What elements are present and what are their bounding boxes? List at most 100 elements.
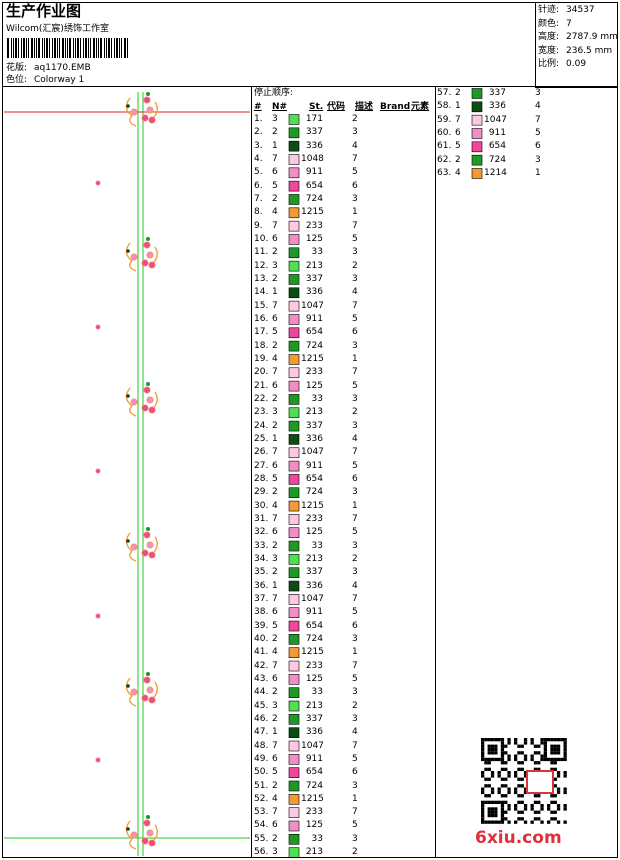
qr-module: [563, 807, 567, 811]
element: 1: [352, 353, 358, 364]
leaf: [146, 237, 150, 241]
element: 3: [352, 687, 358, 698]
qr-module: [504, 744, 508, 748]
color-code: 336: [305, 433, 323, 444]
color-swatch: [288, 247, 300, 259]
qr-module: [547, 820, 551, 824]
stat-label: 针迹:: [538, 5, 560, 15]
element: 5: [352, 753, 358, 764]
qr-module: [543, 747, 547, 752]
needle: 6: [272, 380, 278, 391]
qr-module: [497, 800, 501, 804]
qr-module: [490, 787, 495, 791]
color-swatch: [288, 620, 300, 632]
barcode-bar: [83, 38, 84, 58]
qr-module: [533, 794, 538, 798]
qr-module: [533, 744, 538, 748]
qr-module: [490, 800, 495, 804]
element: 6: [352, 327, 358, 338]
element: 1: [352, 207, 358, 218]
color-swatch: [288, 234, 300, 245]
stop-number: 43.: [254, 673, 269, 684]
qr-module: [533, 761, 538, 765]
stop-number: 29.: [254, 487, 269, 498]
qr-module: [497, 820, 501, 824]
color-code: 125: [305, 527, 323, 538]
needle: 1: [272, 727, 278, 738]
element: 4: [535, 101, 541, 112]
qr-module: [550, 747, 554, 752]
stop-number: 3.: [254, 140, 263, 151]
qr-module: [553, 784, 557, 788]
color-code: 724: [305, 633, 323, 644]
element: 3: [352, 247, 358, 258]
color-swatch: [288, 714, 300, 725]
needle: 6: [272, 313, 278, 324]
qr-module: [494, 810, 498, 814]
qr-module: [487, 767, 491, 771]
qr-module: [481, 747, 485, 752]
qr-module: [537, 751, 541, 755]
qr-module: [514, 754, 518, 758]
stop-number: 53.: [254, 807, 269, 818]
qr-module: [537, 794, 541, 798]
needle: 7: [272, 513, 278, 524]
color-code: 1215: [301, 793, 324, 804]
color-swatch: [288, 514, 300, 525]
needle: 6: [272, 673, 278, 684]
color-code: 336: [305, 287, 323, 298]
stop-number: 45.: [254, 700, 269, 711]
barcode-bar: [121, 38, 122, 58]
needle: 7: [272, 300, 278, 311]
flower: [146, 541, 154, 549]
stop-number: 12.: [254, 260, 269, 271]
needle: 6: [272, 820, 278, 831]
qr-module: [550, 817, 554, 821]
element: 3: [535, 154, 541, 165]
qr-module: [500, 777, 505, 781]
qr-module: [517, 784, 521, 788]
qr-module: [484, 794, 488, 798]
color-code: 724: [305, 193, 323, 204]
color-swatch: [288, 607, 300, 619]
stat-value: 2787.9 mm: [566, 32, 618, 42]
barcode-bar: [49, 38, 50, 58]
barcode-bar: [11, 38, 12, 58]
needle: 3: [272, 847, 278, 858]
color-swatch: [288, 634, 300, 645]
color-swatch: [288, 674, 300, 685]
qr-module: [517, 767, 521, 771]
barcode-bar: [96, 38, 97, 58]
qr-module: [553, 777, 557, 781]
qr-module: [500, 761, 505, 765]
color-swatch: [288, 780, 300, 792]
needle: 7: [455, 114, 461, 125]
qr-module: [517, 794, 521, 798]
qr-module: [490, 774, 495, 778]
leaf: [126, 394, 130, 398]
qr-module: [514, 807, 518, 811]
qr-module: [490, 751, 495, 755]
stop-number: 41.: [254, 647, 269, 658]
stop-number: 30.: [254, 500, 269, 511]
flower: [143, 531, 151, 539]
qr-module: [523, 820, 528, 824]
element: 3: [352, 273, 358, 284]
qr-module: [507, 804, 511, 808]
qr-module: [514, 774, 518, 778]
qr-module: [504, 767, 508, 771]
leaf: [126, 539, 130, 543]
color-swatch: [288, 754, 300, 765]
qr-module: [481, 807, 485, 811]
needle: 6: [272, 167, 278, 178]
column-header: 代码: [327, 102, 346, 112]
color-code: 213: [305, 847, 323, 858]
color-swatch: [471, 128, 483, 139]
qr-module: [490, 807, 495, 811]
qr-module: [520, 800, 524, 804]
qr-module: [484, 738, 488, 742]
color-code: 1215: [301, 207, 324, 218]
barcode-bar: [85, 38, 87, 58]
element: 5: [352, 607, 358, 618]
stat-value: 0.09: [566, 59, 587, 69]
